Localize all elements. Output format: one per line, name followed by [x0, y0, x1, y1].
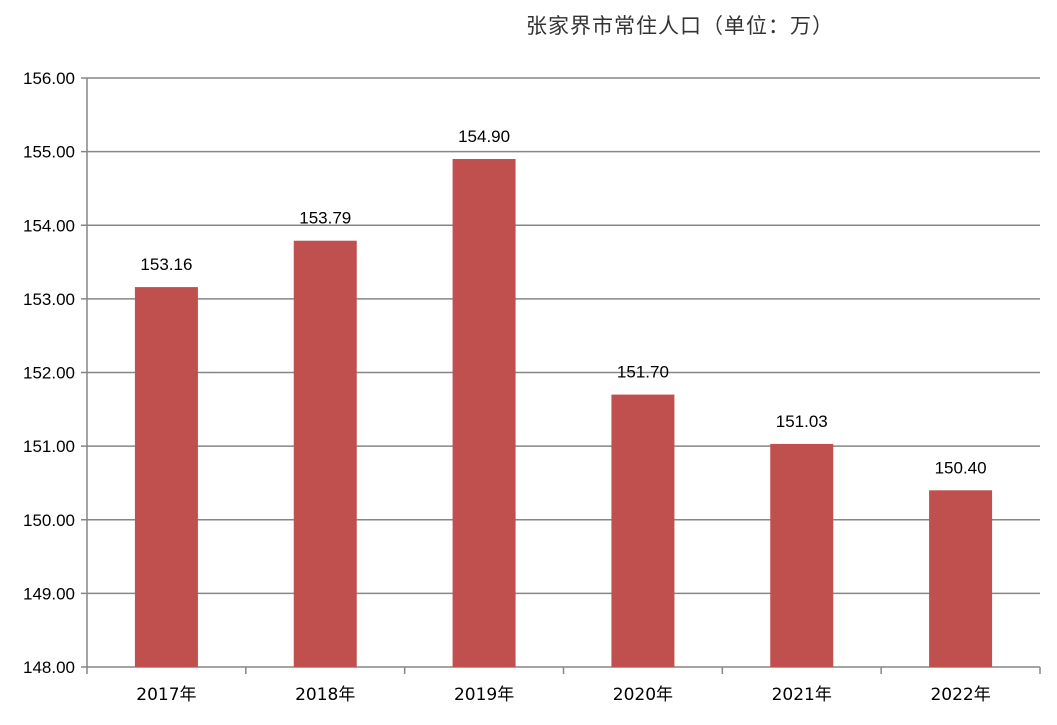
data-label: 151.70 [617, 363, 669, 382]
x-category-label: 2018年 [295, 685, 355, 705]
data-label: 154.90 [458, 127, 510, 146]
x-category-label: 2021年 [772, 685, 832, 705]
data-label: 151.03 [776, 412, 828, 431]
bar [293, 240, 357, 667]
bar [452, 158, 516, 668]
y-tick-label: 155.00 [23, 143, 75, 162]
bar [134, 287, 198, 667]
bar [929, 490, 993, 667]
y-tick-label: 149.00 [23, 584, 75, 603]
y-tick-label: 148.00 [23, 658, 75, 677]
x-category-label: 2022年 [930, 685, 990, 705]
y-tick-label: 153.00 [23, 290, 75, 309]
y-tick-label: 151.00 [23, 437, 75, 456]
x-category-label: 2017年 [136, 685, 196, 705]
data-label: 153.79 [299, 209, 351, 228]
y-tick-label: 150.00 [23, 511, 75, 530]
y-tick-label: 156.00 [23, 69, 75, 88]
chart-title: 张家界市常住人口（单位：万） [526, 14, 834, 38]
y-tick-label: 152.00 [23, 364, 75, 383]
bar [770, 443, 834, 667]
data-label: 153.16 [140, 255, 192, 274]
x-category-label: 2020年 [613, 685, 673, 705]
y-tick-label: 154.00 [23, 216, 75, 235]
x-category-label: 2019年 [454, 685, 514, 705]
bar [611, 394, 675, 667]
data-label: 150.40 [935, 458, 987, 477]
